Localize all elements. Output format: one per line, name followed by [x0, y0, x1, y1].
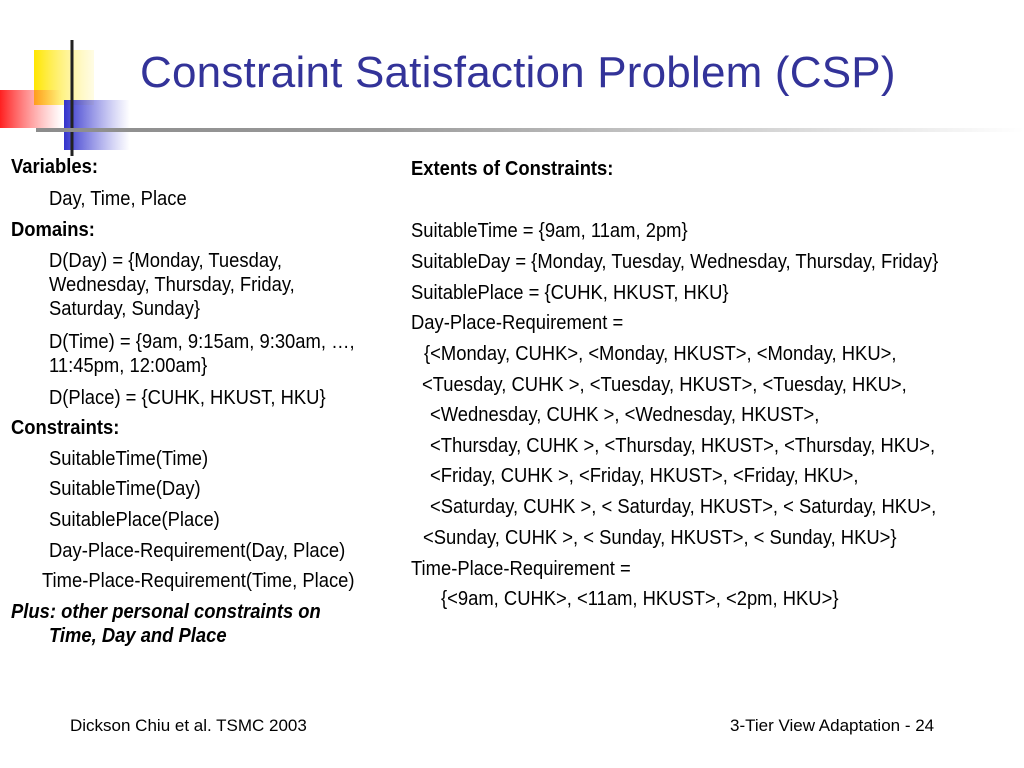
variables-value: Day, Time, Place: [49, 188, 187, 210]
day-place-requirement-heading: Day-Place-Requirement =: [411, 312, 624, 334]
constraints-heading: Constraints:: [11, 417, 120, 439]
constraint-item: SuitablePlace(Place): [49, 509, 220, 531]
extents-heading: Extents of Constraints:: [411, 158, 614, 180]
variables-heading: Variables:: [11, 156, 98, 178]
domain-day-line: Wednesday, Thursday, Friday,: [49, 274, 295, 296]
domain-place-line: D(Place) = {CUHK, HKUST, HKU}: [49, 387, 326, 409]
day-place-requirement-line: {<Monday, CUHK>, <Monday, HKUST>, <Monda…: [424, 343, 897, 365]
domain-time-line: 11:45pm, 12:00am}: [49, 355, 208, 377]
day-place-requirement-line: <Saturday, CUHK >, < Saturday, HKUST>, <…: [430, 496, 937, 518]
suitable-time-extent: SuitableTime = {9am, 11am, 2pm}: [411, 220, 688, 242]
constraint-item: SuitableTime(Time): [49, 448, 209, 470]
time-place-requirement-heading: Time-Place-Requirement =: [411, 558, 631, 580]
day-place-requirement-line: <Thursday, CUHK >, <Thursday, HKUST>, <T…: [430, 435, 936, 457]
plus-note-line: Plus: other personal constraints on: [11, 601, 321, 623]
suitable-place-extent: SuitablePlace = {CUHK, HKUST, HKU}: [411, 282, 729, 304]
domains-heading: Domains:: [11, 219, 95, 241]
domain-time-line: D(Time) = {9am, 9:15am, 9:30am, …,: [49, 331, 355, 353]
domain-day-line: Saturday, Sunday}: [49, 298, 201, 320]
footer-right-text: 3-Tier View Adaptation - 24: [730, 716, 935, 735]
constraint-item: Day-Place-Requirement(Day, Place): [49, 540, 346, 562]
constraint-item: Time-Place-Requirement(Time, Place): [42, 570, 355, 592]
day-place-requirement-line: <Tuesday, CUHK >, <Tuesday, HKUST>, <Tue…: [422, 374, 907, 396]
plus-note-line: Time, Day and Place: [49, 625, 227, 647]
footer-left-text: Dickson Chiu et al. TSMC 2003: [70, 716, 307, 735]
blue-square-shape: [64, 100, 130, 150]
suitable-day-extent: SuitableDay = {Monday, Tuesday, Wednesda…: [411, 251, 939, 273]
day-place-requirement-line: <Friday, CUHK >, <Friday, HKUST>, <Frida…: [430, 465, 859, 487]
time-place-requirement-value: {<9am, CUHK>, <11am, HKUST>, <2pm, HKU>}: [441, 588, 839, 610]
day-place-requirement-line: <Wednesday, CUHK >, <Wednesday, HKUST>,: [430, 404, 820, 426]
domain-day-line: D(Day) = {Monday, Tuesday,: [49, 250, 283, 272]
constraint-item: SuitableTime(Day): [49, 478, 201, 500]
title-underline-divider: [36, 128, 1024, 132]
red-square-shape: [0, 90, 62, 128]
day-place-requirement-line: <Sunday, CUHK >, < Sunday, HKUST>, < Sun…: [423, 527, 897, 549]
slide-title: Constraint Satisfaction Problem (CSP): [140, 48, 896, 97]
corner-decoration-graphic: [0, 40, 140, 156]
